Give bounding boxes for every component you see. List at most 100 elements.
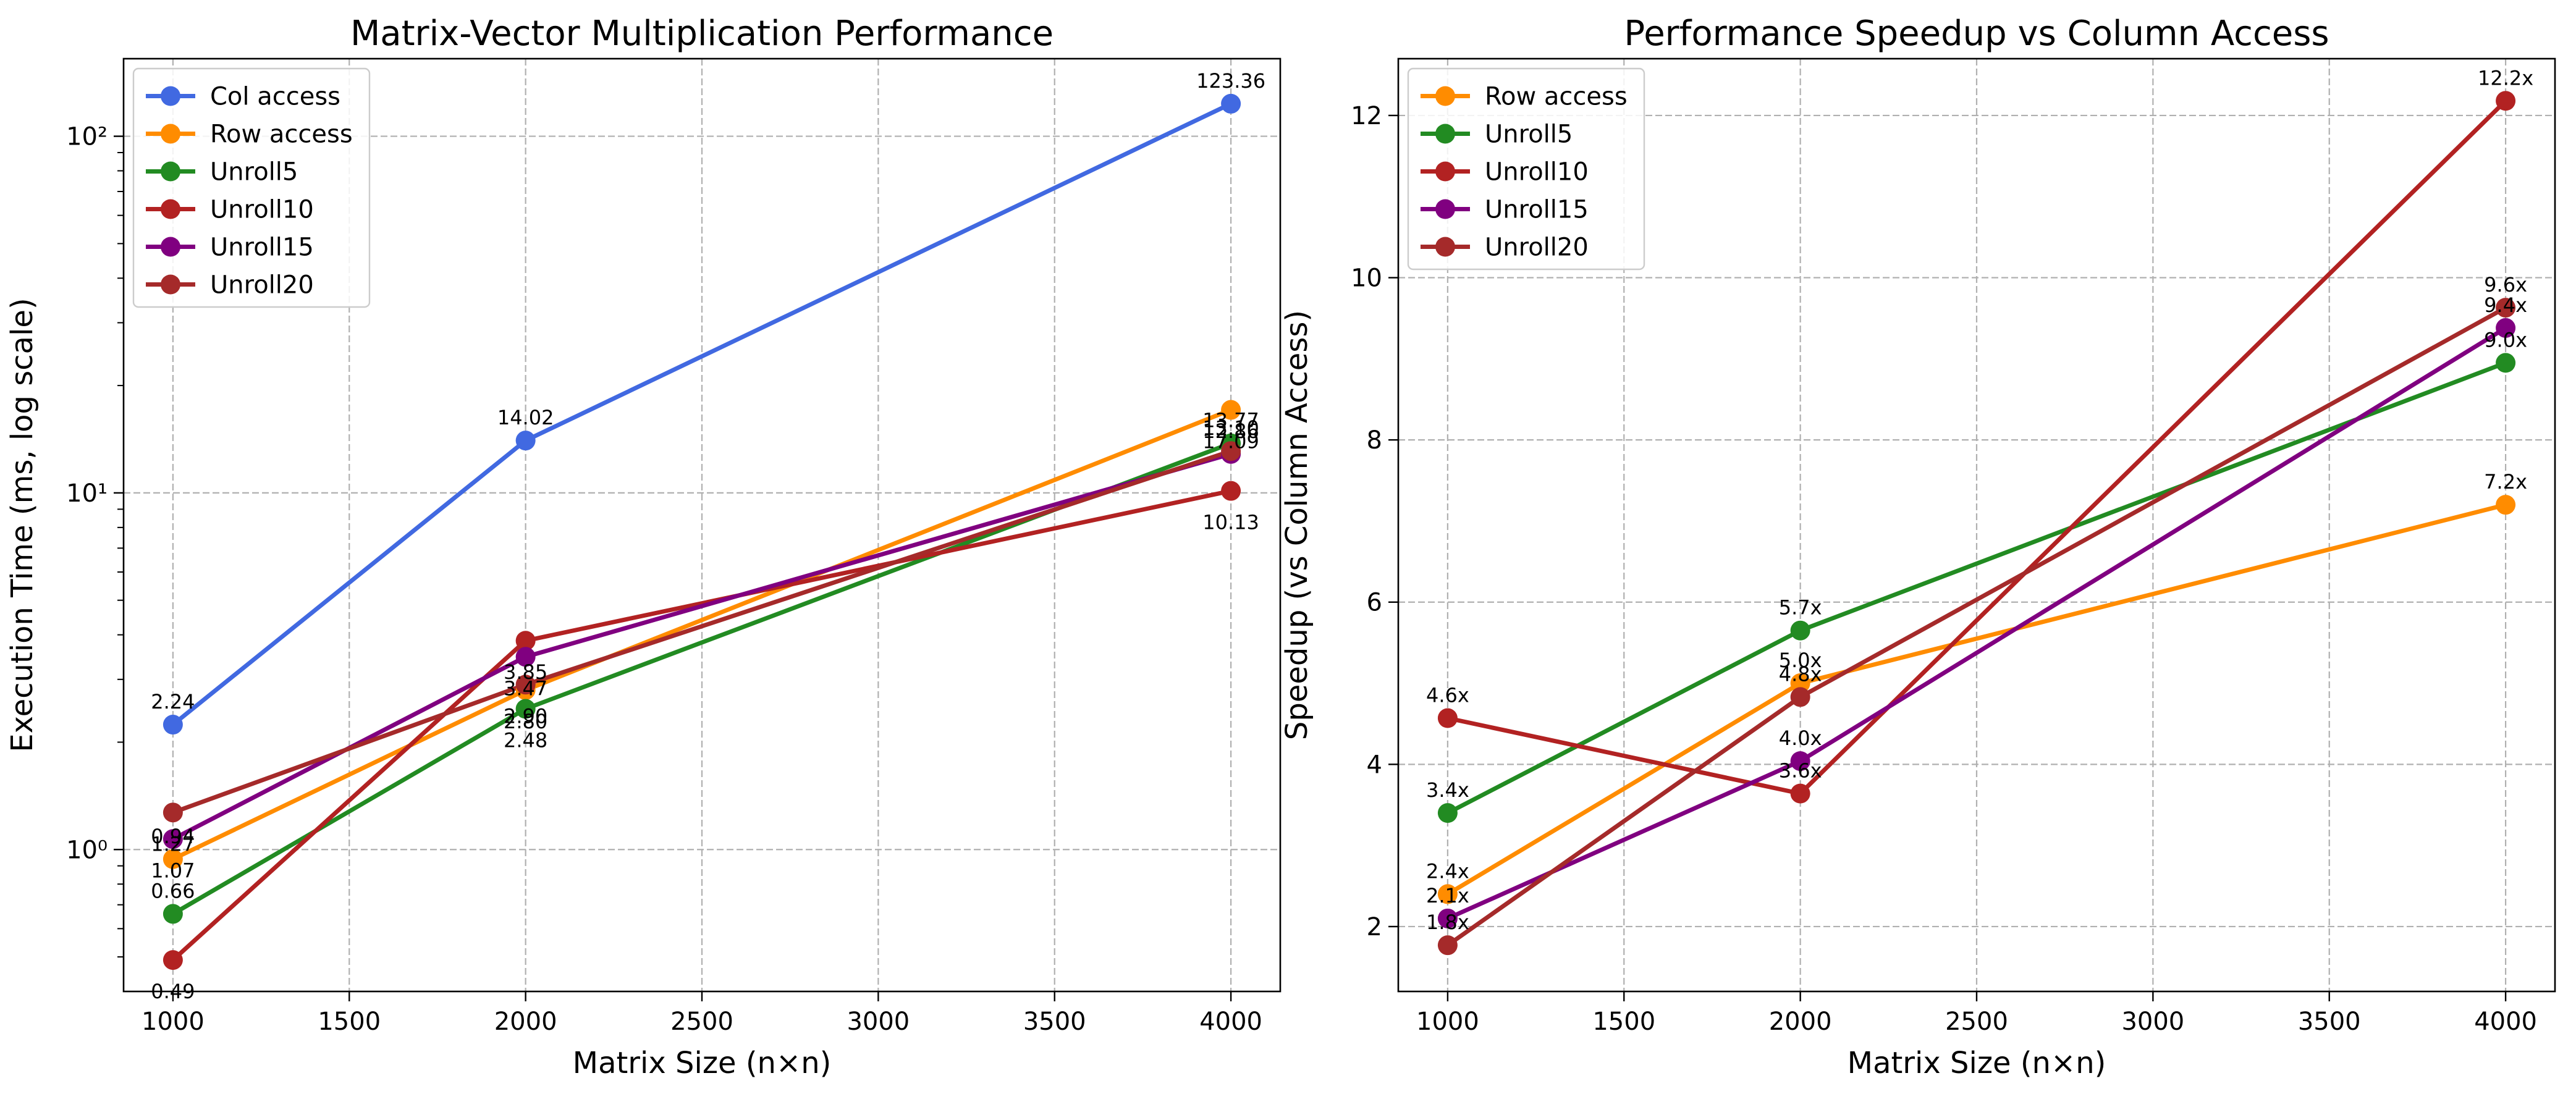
data-label: 4.6x	[1426, 684, 1469, 707]
x-tick-label: 2000	[494, 1008, 557, 1036]
ticks	[1388, 114, 2507, 1001]
data-point	[163, 802, 183, 823]
data-label: 5.7x	[1779, 596, 1822, 620]
legend: Col access Row access Unroll5 Unroll10 Unrol…	[132, 67, 371, 308]
execution-time-chart: Matrix-Vector Multiplication Performance…	[5, 14, 1282, 1080]
data-label: 14.02	[497, 406, 554, 429]
x-tick-label: 1500	[318, 1008, 381, 1036]
x-tick-label: 3500	[1023, 1008, 1086, 1036]
data-label: 123.36	[1196, 69, 1265, 93]
chart-title: Performance Speedup vs Column Access	[1624, 14, 2329, 54]
legend-marker	[1435, 86, 1455, 106]
data-label: 2.48	[504, 729, 547, 752]
y-tick-label: 4	[1367, 751, 1382, 779]
data-point	[515, 675, 536, 695]
plot-area	[163, 93, 1241, 970]
legend-marker	[161, 199, 180, 219]
y-axis-label: Speedup (vs Column Access)	[1280, 310, 1314, 740]
data-label: 2.80	[504, 710, 547, 733]
grid	[1398, 59, 2555, 991]
legend-label: Unroll10	[210, 196, 314, 224]
data-point	[1221, 400, 1241, 420]
x-tick-label: 4000	[2474, 1008, 2537, 1036]
data-label: 5.0x	[1779, 649, 1822, 672]
data-point	[1437, 935, 1458, 956]
legend-marker	[161, 237, 180, 257]
x-tick-label: 1000	[1416, 1008, 1479, 1036]
data-label: 4.8x	[1779, 662, 1822, 686]
data-label: 2.4x	[1426, 859, 1469, 883]
data-point	[1437, 803, 1458, 823]
data-point	[1221, 93, 1241, 114]
x-tick-label: 4000	[1199, 1008, 1262, 1036]
data-point	[515, 431, 536, 451]
legend-label: Col access	[210, 83, 340, 111]
data-label: 9.4x	[2484, 293, 2527, 317]
data-label: 2.24	[151, 690, 195, 713]
data-point	[163, 950, 183, 970]
data-label: 4.0x	[1779, 726, 1822, 750]
data-label: 9.0x	[2484, 328, 2527, 351]
y-tick-label: 2	[1367, 913, 1382, 941]
legend-marker	[161, 274, 180, 295]
y-tick-label: 12	[1351, 102, 1382, 130]
legend-label: Row access	[1485, 83, 1628, 111]
legend-label: Unroll20	[210, 271, 314, 300]
chart-title: Matrix-Vector Multiplication Performance	[350, 14, 1054, 54]
y-axis-label: Execution Time (ms, log scale)	[5, 298, 40, 752]
legend-label: Row access	[210, 120, 353, 149]
data-label: 1.8x	[1426, 911, 1469, 934]
data-point	[515, 699, 536, 719]
data-point	[515, 631, 536, 651]
data-point	[163, 904, 183, 924]
y-tick-label: 8	[1367, 426, 1382, 455]
data-point	[2496, 495, 2516, 515]
data-point	[1437, 884, 1458, 904]
y-tick-label: 10²	[66, 123, 108, 151]
ticks	[114, 135, 1232, 1001]
axes-frame	[1397, 57, 2556, 993]
x-tick-label: 1500	[1592, 1008, 1655, 1036]
x-tick-label: 2000	[1769, 1008, 1832, 1036]
legend-label: Unroll15	[1485, 196, 1589, 224]
x-tick-label: 2500	[670, 1008, 733, 1036]
y-tick-label: 10⁰	[66, 836, 108, 864]
data-label: 7.2x	[2484, 470, 2527, 494]
x-tick-label: 3500	[2298, 1008, 2361, 1036]
data-point	[1221, 481, 1241, 501]
data-point	[1790, 783, 1810, 804]
x-tick-label: 3000	[2121, 1008, 2184, 1036]
legend-marker	[1435, 199, 1455, 219]
data-point	[515, 647, 536, 667]
data-point	[2496, 298, 2516, 318]
data-label: 12.86	[1202, 419, 1259, 443]
data-point	[163, 715, 183, 735]
data-point	[1221, 441, 1241, 461]
legend-label: Unroll20	[1485, 234, 1589, 262]
data-point	[1790, 673, 1810, 694]
data-point	[2496, 353, 2516, 373]
legend-label: Unroll5	[210, 158, 298, 187]
legend-marker	[161, 86, 180, 106]
legend-box	[1407, 67, 1645, 271]
legend-label: Unroll15	[210, 234, 314, 262]
data-label: 1.07	[151, 859, 195, 882]
data-label: 3.85	[504, 660, 547, 684]
legend-marker	[1435, 237, 1455, 257]
data-point	[2496, 91, 2516, 111]
data-label: 0.94	[151, 825, 195, 848]
y-tick-label: 10¹	[66, 479, 108, 508]
data-point	[1790, 751, 1810, 772]
legend-marker	[1435, 161, 1455, 182]
data-label: 1.27	[151, 832, 195, 856]
minor-ticks	[117, 151, 124, 958]
x-tick-label: 3000	[847, 1008, 910, 1036]
data-label: 9.6x	[2484, 273, 2527, 297]
data-point	[1790, 620, 1810, 641]
legend-label: Unroll5	[1485, 120, 1573, 149]
data-point	[1437, 708, 1458, 728]
x-tick-label: 1000	[141, 1008, 205, 1036]
plot-area	[1437, 91, 2516, 956]
x-axis-label: Matrix Size (n×n)	[573, 1046, 832, 1080]
